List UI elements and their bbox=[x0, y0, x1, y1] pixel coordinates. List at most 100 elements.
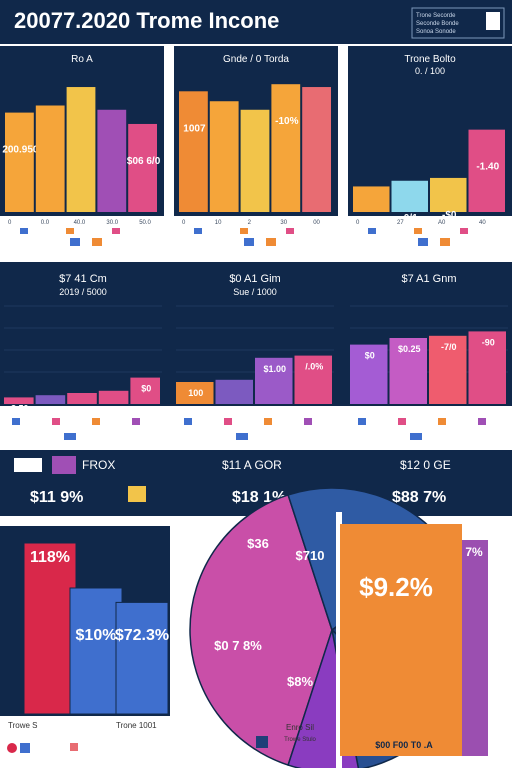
slice-label: $8% bbox=[287, 674, 313, 689]
row2-panels: $7 41 Cm 2019 / 5000 3.50 $0 $0 A1 Gim Sue / … bbox=[0, 262, 512, 440]
panel-title: Gnde / 0 Torda bbox=[223, 54, 289, 65]
row1-panel: Gnde / 0 Torda 1007 -10% 0 10 2 30 00 bbox=[174, 46, 338, 246]
bottom-left-chart: 118% $10%$72.3% Trowe S Trone 1001 bbox=[0, 526, 170, 753]
legend-swatch bbox=[12, 418, 20, 425]
legend-swatch bbox=[414, 228, 422, 234]
bar bbox=[67, 393, 97, 404]
legend-swatch bbox=[256, 736, 268, 748]
legend-swatch bbox=[224, 418, 232, 425]
tick-label: 40 bbox=[479, 220, 486, 226]
tick-label: 0.0 bbox=[41, 220, 50, 226]
bar bbox=[97, 109, 127, 212]
side-bar bbox=[462, 540, 488, 756]
bar bbox=[130, 377, 160, 404]
legend-swatch bbox=[398, 418, 406, 425]
kpi-value-3: $88 7% bbox=[392, 489, 446, 506]
legend-swatch bbox=[7, 743, 17, 753]
bar-label: /.0% bbox=[305, 362, 323, 372]
side-value-label: 7% bbox=[465, 545, 483, 559]
bar-label: 1007 bbox=[183, 123, 206, 134]
tick-label: 50.0 bbox=[139, 220, 151, 226]
bar bbox=[23, 542, 77, 715]
legend-swatch bbox=[194, 228, 202, 234]
bar bbox=[209, 101, 239, 212]
bar-label: -$0 bbox=[442, 210, 457, 221]
panel-subtitle: 2019 / 5000 bbox=[59, 287, 107, 297]
legend-swatch bbox=[70, 743, 78, 751]
bar-label: $0.25 bbox=[398, 344, 421, 354]
bar bbox=[240, 109, 270, 212]
legend-swatch bbox=[112, 228, 120, 234]
panel-subtitle: 0. / 100 bbox=[415, 66, 445, 76]
legend-swatch bbox=[52, 418, 60, 425]
legend-text: Trowe Stulo bbox=[284, 737, 316, 743]
bar bbox=[128, 123, 157, 212]
legend-swatch bbox=[244, 238, 254, 246]
bar bbox=[66, 87, 96, 212]
legend-swatch bbox=[410, 433, 422, 440]
bar bbox=[389, 338, 427, 404]
legend-swatch bbox=[478, 418, 486, 425]
bar-label: $1.00 bbox=[263, 364, 286, 374]
row2-panel: $7 A1 Gnm $0 $0.25 -7/0 -90 bbox=[350, 273, 508, 440]
tick-label: A0 bbox=[438, 220, 446, 226]
row1-panel: Ro A 200.950 $06 6/0 0 0.0 40.0 30.0 50.0 bbox=[0, 46, 164, 246]
kpi-label-1: FROX bbox=[82, 458, 115, 472]
panel-subtitle: Sue / 1000 bbox=[233, 287, 277, 297]
legend-swatch bbox=[92, 418, 100, 425]
bar-label: -7/0 bbox=[441, 342, 457, 352]
bar-label: -1.40 bbox=[476, 162, 499, 173]
bar bbox=[176, 382, 214, 404]
legend-swatch bbox=[20, 228, 28, 234]
tick-label: 00 bbox=[313, 220, 320, 226]
row1-panels: Ro A 200.950 $06 6/0 0 0.0 40.0 30.0 50.0 Gnde /… bbox=[0, 46, 512, 246]
legend-text: Enro Sil bbox=[286, 723, 314, 732]
kpi-label-2: $11 A GOR bbox=[222, 458, 282, 472]
big-value-label: $9.2% bbox=[359, 572, 433, 602]
legend-swatch bbox=[418, 238, 428, 246]
bar bbox=[35, 105, 65, 212]
legend-swatch bbox=[368, 228, 376, 234]
bottom-right-chart: $9.2% 7% $00 F00 T0 .A bbox=[340, 524, 488, 756]
tick-label: 0 bbox=[356, 220, 360, 226]
bar-label: $06 6/0 bbox=[127, 156, 161, 167]
bar-label: 200.950 bbox=[2, 145, 39, 156]
row2-panel: $0 A1 Gim Sue / 1000 100 $1.00 /.0% bbox=[176, 273, 334, 440]
page-title: 20077.2020 Trome Incone bbox=[14, 8, 279, 33]
legend-swatch bbox=[64, 433, 76, 440]
bar bbox=[468, 129, 505, 212]
bar bbox=[98, 390, 129, 404]
header-legend-line: Sonoa Sonode bbox=[416, 29, 456, 35]
header-legend-box bbox=[411, 7, 505, 39]
big-bar bbox=[340, 524, 462, 756]
tick-label: 30.0 bbox=[106, 220, 118, 226]
bar-label: $0 bbox=[365, 351, 375, 361]
legend-swatch bbox=[66, 228, 74, 234]
legend-swatch bbox=[358, 418, 366, 425]
slice-label: $0 7 8% bbox=[214, 638, 262, 653]
bar-label: $10% bbox=[76, 627, 117, 644]
foot-label: $00 F00 T0 .A bbox=[375, 740, 433, 750]
bar bbox=[302, 87, 331, 212]
header-legend-line: Seconde Bonde bbox=[416, 21, 459, 27]
bar bbox=[255, 357, 293, 404]
kpi-label-3: $12 0 GE bbox=[400, 458, 451, 472]
tick-label: 0 bbox=[8, 220, 12, 226]
tick-label: 40.0 bbox=[74, 220, 86, 226]
tick-label: 30 bbox=[280, 220, 287, 226]
kpi-value-1: $11 9% bbox=[30, 489, 83, 506]
header-legend: Trone Secorde Seconde Bonde Sonoa Sonode bbox=[411, 7, 505, 39]
slice-label: $710 bbox=[296, 548, 325, 563]
bar bbox=[430, 177, 467, 212]
bar bbox=[4, 397, 34, 404]
bar-label: $0 bbox=[141, 384, 151, 394]
pie-slice bbox=[189, 494, 333, 766]
legend-swatch bbox=[460, 228, 468, 234]
bar-label: $72.3% bbox=[115, 627, 169, 644]
bar bbox=[5, 112, 34, 212]
bar bbox=[215, 379, 253, 404]
legend-swatch bbox=[440, 238, 450, 246]
